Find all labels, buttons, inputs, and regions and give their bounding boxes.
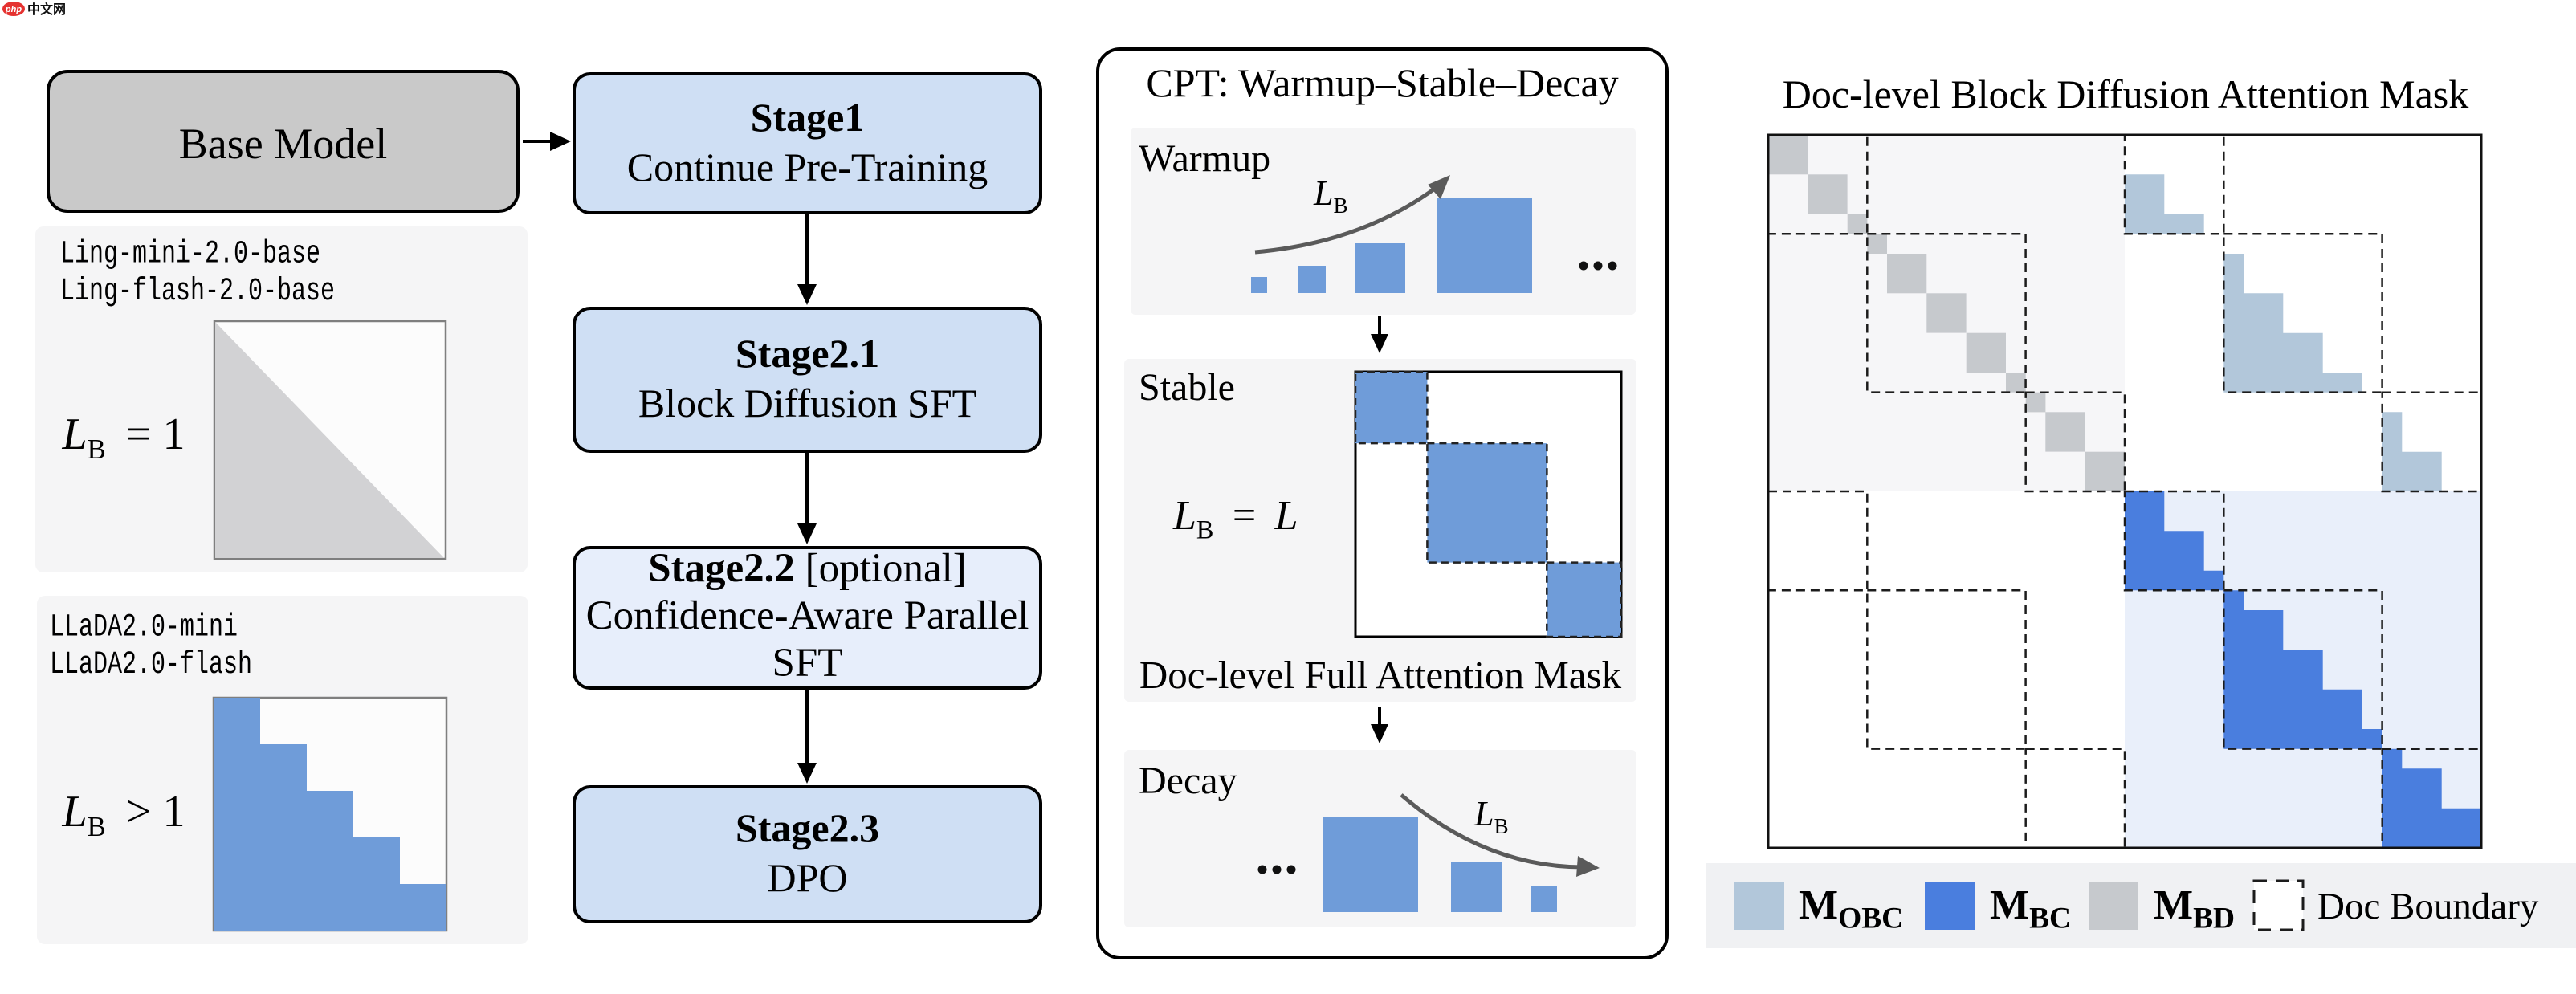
svg-text:中文网: 中文网 bbox=[27, 2, 66, 17]
svg-text:php: php bbox=[5, 5, 22, 14]
